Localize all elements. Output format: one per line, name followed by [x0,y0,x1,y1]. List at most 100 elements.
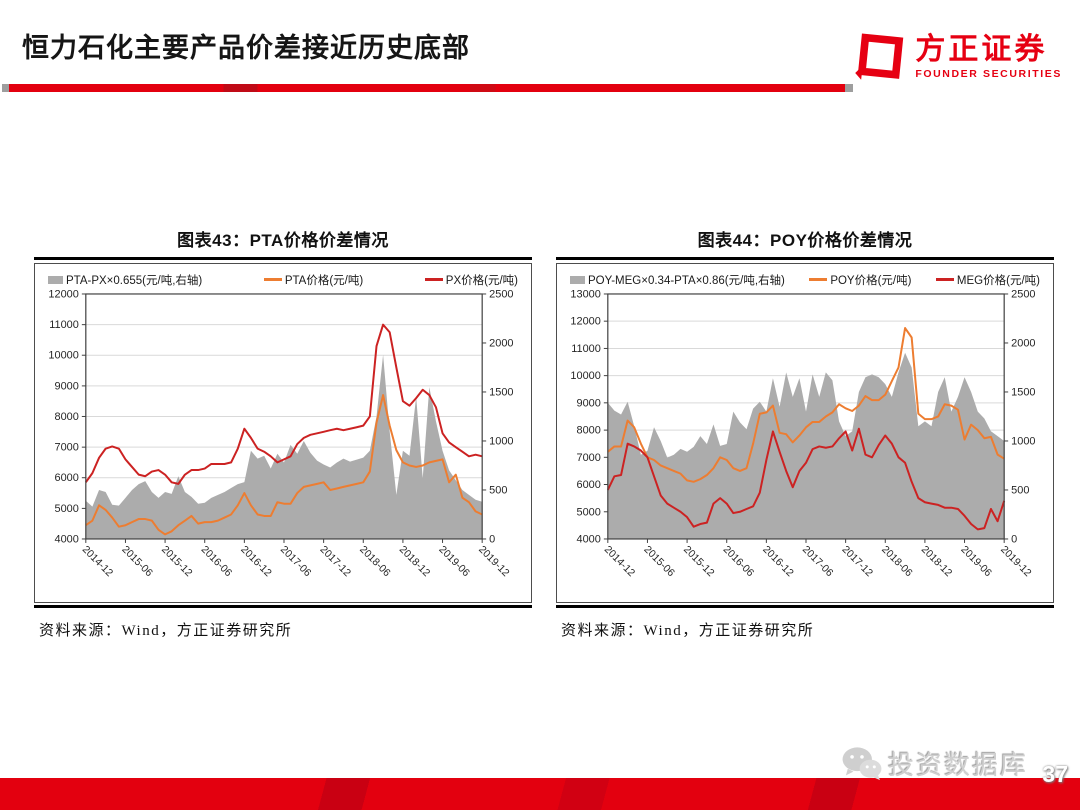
svg-text:1500: 1500 [489,386,513,398]
svg-text:500: 500 [1011,484,1029,496]
svg-text:2018-06: 2018-06 [357,544,392,579]
svg-text:7000: 7000 [576,451,600,463]
logo-text: 方正证券 FOUNDER SECURITIES [915,32,1062,80]
founder-logo-icon [855,33,904,80]
footer-bar [0,778,1080,810]
svg-text:0: 0 [1011,533,1017,545]
chart-frame: PTA-PX×0.655(元/吨,右轴) PTA价格(元/吨) PX价格(元/吨… [34,262,532,604]
svg-text:2016-12: 2016-12 [760,544,795,579]
svg-text:4000: 4000 [54,533,78,545]
line-swatch-icon [263,278,282,281]
figure-poy: 图表44：POY价格价差情况 POY-MEG×0.34-PTA×0.86(元/吨… [556,226,1054,640]
header-accent-bar [2,84,853,92]
legend-item-meg: MEG价格(元/吨) [935,272,1040,288]
figure-title: 图表44：POY价格价差情况 [697,231,913,250]
legend-label: PX价格(元/吨) [445,274,518,287]
svg-text:2500: 2500 [1011,288,1035,300]
legend-item-poy: POY价格(元/吨) [809,272,911,288]
area-swatch-icon [48,275,63,284]
legend-label: PTA-PX×0.655(元/吨,右轴) [66,274,203,287]
svg-text:1000: 1000 [1011,435,1035,447]
svg-text:2017-12: 2017-12 [318,544,353,579]
logo-cn-name: 方正证券 [915,32,1048,66]
legend-label: POY价格(元/吨) [830,274,912,287]
svg-text:2018-06: 2018-06 [879,544,914,579]
svg-text:12000: 12000 [48,288,78,300]
page-title: 恒力石化主要产品价差接近历史底部 [22,33,470,63]
svg-text:2014-12: 2014-12 [602,544,637,579]
figures-row: 图表43：PTA价格价差情况 PTA-PX×0.655(元/吨,右轴) PTA价… [34,226,1054,640]
legend-item-spread: PTA-PX×0.655(元/吨,右轴) [48,272,202,288]
svg-text:2019-12: 2019-12 [476,544,511,579]
line-swatch-icon [935,278,954,281]
svg-text:2015-12: 2015-12 [681,544,716,579]
svg-text:0: 0 [489,533,495,545]
figure-pta: 图表43：PTA价格价差情况 PTA-PX×0.655(元/吨,右轴) PTA价… [34,226,532,640]
svg-text:11000: 11000 [49,319,79,331]
svg-text:2016-12: 2016-12 [238,544,273,579]
svg-text:6000: 6000 [576,478,600,490]
watermark: 投资数据库 [841,745,1028,782]
chart-frame: POY-MEG×0.34-PTA×0.86(元/吨,右轴) POY价格(元/吨)… [556,262,1054,604]
svg-text:10000: 10000 [570,370,600,382]
legend-item-px: PX价格(元/吨) [424,272,518,288]
svg-text:2018-12: 2018-12 [397,544,432,579]
page-number: 37 [1042,761,1068,787]
figure-top-rule [34,257,532,260]
chart-legend: PTA-PX×0.655(元/吨,右轴) PTA价格(元/吨) PX价格(元/吨… [38,270,528,288]
svg-text:9000: 9000 [54,380,78,392]
logo-en-name: FOUNDER SECURITIES [915,67,1062,80]
svg-text:2018-12: 2018-12 [919,544,954,579]
svg-text:2015-06: 2015-06 [119,544,154,579]
line-swatch-icon [424,278,443,281]
svg-text:1500: 1500 [1011,386,1035,398]
figure-source: 资料来源：Wind，方正证券研究所 [561,622,815,639]
svg-text:2015-06: 2015-06 [641,544,676,579]
svg-text:1000: 1000 [489,435,513,447]
svg-text:500: 500 [489,484,507,496]
svg-text:2019-06: 2019-06 [436,544,471,579]
figure-top-rule [556,257,1054,260]
svg-text:2014-12: 2014-12 [80,544,115,579]
svg-text:2019-06: 2019-06 [958,544,993,579]
svg-text:5000: 5000 [576,506,600,518]
svg-text:8000: 8000 [54,410,78,422]
svg-text:13000: 13000 [570,288,600,300]
figure-source: 资料来源：Wind，方正证券研究所 [39,622,293,639]
pta-price-spread-chart: 4000 5000 6000 7000 8000 9000 10000 11000 12000 0… [48,288,513,579]
svg-text:2017-06: 2017-06 [278,544,313,579]
legend-item-spread: POY-MEG×0.34-PTA×0.86(元/吨,右轴) [570,272,785,288]
svg-text:2017-06: 2017-06 [800,544,835,579]
svg-text:9000: 9000 [576,397,600,409]
svg-text:2016-06: 2016-06 [721,544,756,579]
chart-legend: POY-MEG×0.34-PTA×0.86(元/吨,右轴) POY价格(元/吨)… [560,270,1050,288]
svg-text:2000: 2000 [489,337,513,349]
svg-text:2019-12: 2019-12 [998,544,1033,579]
legend-label: MEG价格(元/吨) [956,274,1040,287]
area-swatch-icon [570,275,585,284]
svg-text:7000: 7000 [54,441,78,453]
svg-text:2016-06: 2016-06 [199,544,234,579]
svg-text:8000: 8000 [576,424,600,436]
svg-text:6000: 6000 [54,472,78,484]
svg-text:5000: 5000 [54,502,78,514]
watermark-text: 投资数据库 [887,750,1028,780]
svg-text:2015-12: 2015-12 [159,544,194,579]
svg-text:2500: 2500 [489,288,513,300]
wechat-icon [842,746,882,780]
svg-text:2000: 2000 [1011,337,1035,349]
figure-bottom-rule [34,605,532,608]
legend-label: PTA价格(元/吨) [284,274,364,287]
line-swatch-icon [809,278,828,281]
svg-text:12000: 12000 [570,315,600,327]
poy-price-spread-chart: 4000500060007000800090001000011000120001… [570,288,1035,579]
figure-bottom-rule [556,605,1054,608]
legend-item-pta: PTA价格(元/吨) [263,272,364,288]
svg-text:4000: 4000 [576,533,600,545]
legend-label: POY-MEG×0.34-PTA×0.86(元/吨,右轴) [588,274,785,287]
founder-securities-logo: 方正证券 FOUNDER SECURITIES [851,30,1062,84]
figure-title: 图表43：PTA价格价差情况 [177,231,389,250]
svg-text:11000: 11000 [571,342,601,354]
svg-text:10000: 10000 [48,349,78,361]
svg-text:2017-12: 2017-12 [840,544,875,579]
